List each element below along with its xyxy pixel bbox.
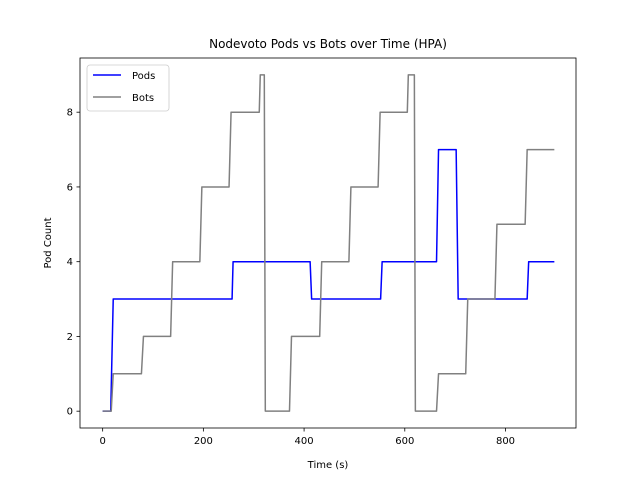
legend-label-pods: Pods: [132, 71, 155, 82]
series-line-bots: [102, 74, 555, 412]
y-tick-label: 6: [67, 182, 73, 193]
y-tick-label: 4: [67, 257, 73, 268]
y-tick-label: 0: [67, 407, 73, 418]
legend-box: [86, 64, 170, 112]
x-tick-label: 200: [194, 436, 213, 447]
y-tick-label: 2: [67, 332, 73, 343]
y-axis: 0 2 4 6 8: [67, 108, 80, 418]
legend-label-bots: Bots: [132, 93, 154, 104]
y-tick-label: 8: [67, 108, 73, 119]
chart-title: Nodevoto Pods vs Bots over Time (HPA): [209, 37, 447, 51]
plot-lines: [102, 74, 555, 412]
x-tick-label: 400: [295, 436, 314, 447]
x-tick-label: 800: [496, 436, 515, 447]
x-axis-label: Time (s): [307, 460, 349, 471]
x-tick-label: 600: [395, 436, 414, 447]
legend: Pods Bots: [86, 64, 170, 112]
x-tick-label: 0: [99, 436, 105, 447]
x-axis: 0 200 400 600 800: [99, 428, 515, 447]
axes-frame: [79, 57, 577, 429]
y-axis-label: Pod Count: [43, 217, 54, 268]
